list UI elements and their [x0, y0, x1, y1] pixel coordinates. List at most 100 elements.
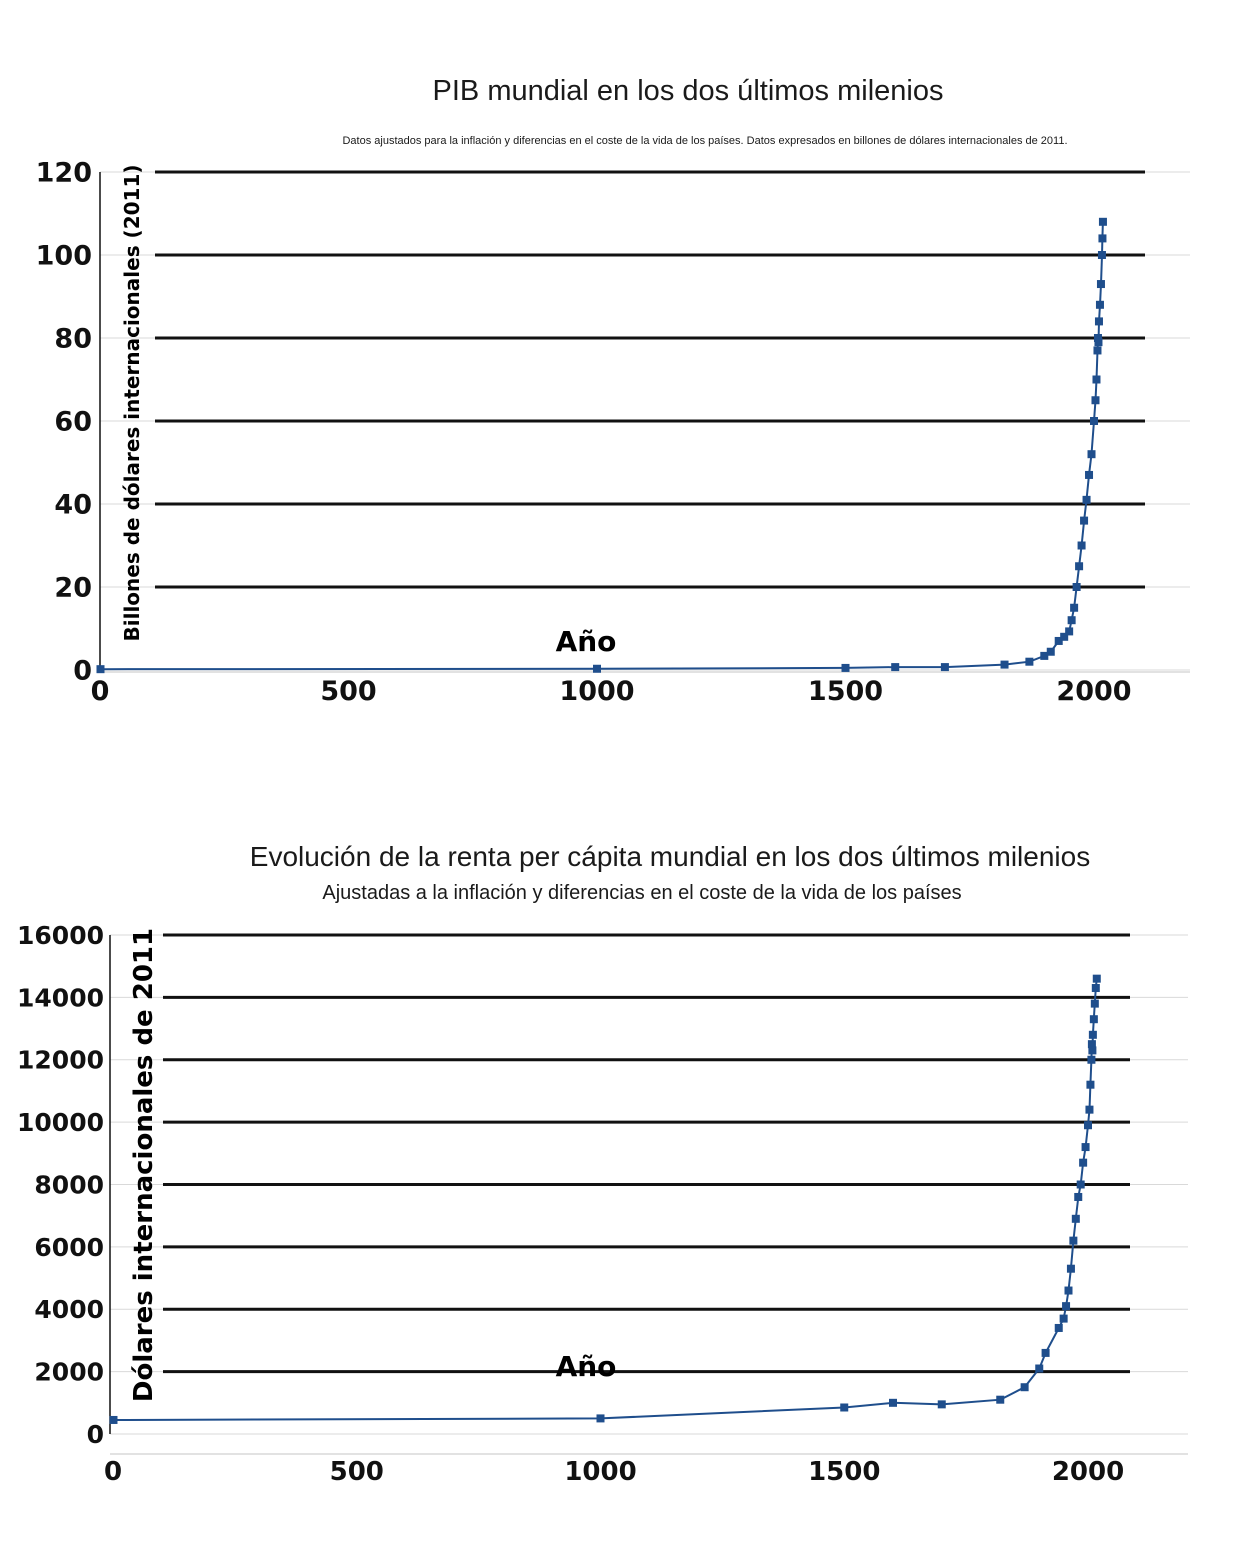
x-tick-label: 500 — [320, 676, 376, 707]
chart-subtitle: Datos ajustados para la inflación y dife… — [342, 135, 1067, 147]
series-line — [100, 221, 1104, 671]
x-tick-label: 0 — [91, 676, 110, 707]
data-point — [1095, 300, 1104, 309]
per-capita-chart: Evolución de la renta per cápita mundial… — [0, 780, 1244, 1520]
y-axis-label: Billones de dólares internacionales (201… — [120, 164, 144, 641]
x-tick-label: 1500 — [808, 1457, 880, 1487]
data-point — [1054, 636, 1063, 645]
data-point — [96, 665, 105, 674]
x-axis-label: Año — [556, 1350, 617, 1383]
data-point — [1035, 1364, 1044, 1373]
data-point — [1087, 450, 1096, 459]
data-point — [1090, 417, 1098, 425]
data-point — [1000, 660, 1009, 669]
data-point — [1062, 1302, 1071, 1311]
data-point — [1094, 338, 1103, 347]
series-per-capita — [109, 974, 1101, 1424]
data-point — [1066, 1264, 1075, 1273]
y-tick-label: 100 — [36, 241, 92, 272]
data-point — [1088, 1030, 1097, 1039]
data-point — [1067, 616, 1076, 625]
y-tick-label: 40 — [54, 490, 92, 521]
data-point — [1092, 974, 1101, 983]
data-point — [1093, 346, 1102, 355]
gdp-chart: PIB mundial en los dos últimos milenios … — [0, 0, 1244, 740]
data-point — [1085, 1105, 1094, 1114]
series-gdp — [96, 217, 1107, 674]
y-tick-labels: 0 20 40 60 80 100 120 — [36, 158, 92, 687]
y-tick-label: 2000 — [34, 1358, 104, 1387]
y-tick-label: 20 — [54, 573, 92, 604]
data-point — [1098, 217, 1107, 226]
per-capita-chart-svg: Evolución de la renta per cápita mundial… — [17, 841, 1188, 1487]
data-point — [1075, 562, 1084, 571]
x-tick-label: 1000 — [559, 676, 634, 707]
y-tick-label: 6000 — [34, 1233, 104, 1262]
chart-title: Evolución de la renta per cápita mundial… — [250, 841, 1090, 872]
x-tick-labels: 0 500 1000 1500 2000 — [91, 676, 1132, 707]
x-tick-label: 0 — [104, 1457, 122, 1487]
data-point — [1091, 984, 1100, 993]
data-point — [1077, 541, 1086, 550]
data-point — [1085, 470, 1094, 479]
x-tick-label: 2000 — [1056, 676, 1131, 707]
y-tick-label: 4000 — [34, 1295, 104, 1324]
y-tick-label: 60 — [54, 407, 92, 438]
data-point — [1082, 495, 1091, 504]
data-point — [1086, 1080, 1095, 1089]
data-point — [1069, 1236, 1078, 1245]
data-point — [1087, 1040, 1096, 1049]
data-point — [1041, 1348, 1050, 1357]
data-point — [1092, 375, 1101, 384]
y-tick-label: 120 — [36, 158, 92, 189]
data-point — [1072, 583, 1081, 591]
data-point — [1054, 1323, 1063, 1332]
x-tick-labels: 0 500 1000 1500 2000 — [104, 1457, 1124, 1487]
data-point — [1088, 1046, 1097, 1055]
data-point — [1065, 627, 1074, 636]
data-point — [1020, 1383, 1029, 1392]
data-point — [996, 1395, 1005, 1404]
data-point — [1060, 632, 1069, 641]
y-tick-label: 14000 — [17, 983, 104, 1012]
x-axis-label: Año — [556, 625, 617, 658]
data-point — [1071, 1214, 1080, 1223]
y-tick-label: 16000 — [17, 921, 104, 950]
chart-subtitle: Ajustadas a la inflación y diferencias e… — [322, 882, 961, 904]
data-point — [889, 1398, 897, 1407]
data-point — [109, 1415, 118, 1424]
data-point — [1070, 603, 1079, 612]
x-tick-label: 1500 — [808, 676, 883, 707]
y-tick-label: 8000 — [34, 1170, 104, 1199]
grid-lines — [109, 933, 1188, 1455]
data-point — [841, 663, 850, 672]
y-tick-label: 0 — [87, 1420, 104, 1449]
data-point — [1098, 234, 1107, 243]
x-tick-label: 500 — [330, 1457, 384, 1487]
data-point — [891, 663, 900, 672]
grid-lines — [99, 170, 1190, 673]
data-point — [1040, 651, 1049, 660]
y-tick-label: 12000 — [17, 1046, 104, 1075]
data-point — [1081, 1143, 1090, 1152]
data-point — [937, 1400, 946, 1409]
data-point — [1046, 647, 1055, 656]
chart-title: PIB mundial en los dos últimos milenios — [433, 75, 944, 107]
y-tick-label: 0 — [73, 656, 92, 687]
data-point — [1079, 1158, 1088, 1167]
y-tick-labels: 0 2000 4000 6000 8000 10000 12000 14000 16000 — [17, 921, 104, 1449]
gdp-chart-svg: PIB mundial en los dos últimos milenios … — [36, 75, 1190, 707]
data-point — [1025, 657, 1034, 666]
y-axis-label: Dólares internacionales de 2011 — [129, 928, 159, 1402]
data-point — [940, 663, 949, 672]
data-point — [1090, 999, 1099, 1008]
data-point — [1080, 516, 1089, 525]
data-point — [1093, 334, 1102, 342]
data-point — [1094, 317, 1103, 326]
y-tick-label: 80 — [54, 324, 92, 355]
data-point — [1059, 1314, 1068, 1323]
data-point — [1076, 1180, 1085, 1189]
data-point — [1091, 396, 1100, 405]
data-point — [1064, 1286, 1073, 1295]
data-point — [1087, 1055, 1096, 1064]
